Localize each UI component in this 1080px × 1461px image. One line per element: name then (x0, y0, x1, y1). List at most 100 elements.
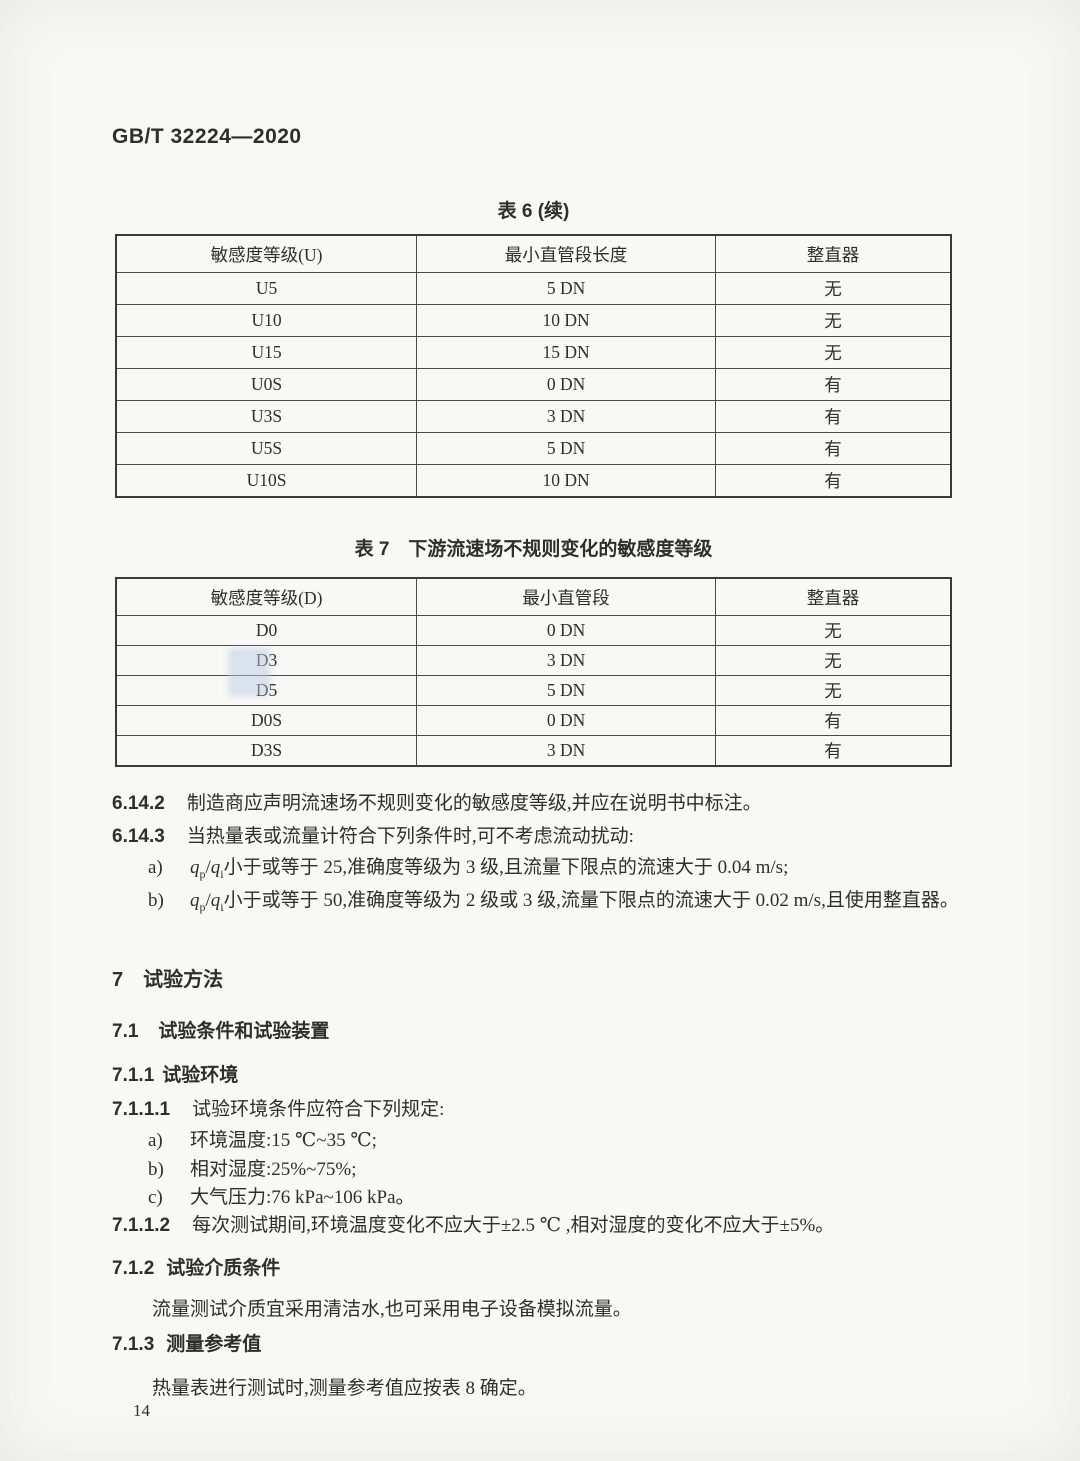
table-row: U15 15 DN 无 (115, 336, 952, 369)
heading-number: 7.1 (112, 1021, 139, 1042)
table-cell: U10 (115, 304, 418, 337)
table-cell: 3 DN (416, 735, 717, 767)
table-cell: 10 DN (416, 304, 717, 337)
table-row: U5S 5 DN 有 (115, 432, 952, 465)
table-cell: D0S (115, 705, 418, 736)
table-cell: 0 DN (416, 615, 717, 646)
heading-number: 7.1.1 (112, 1065, 155, 1086)
list-item-7-1-1-1-c: c) 大气压力:76 kPa~106 kPa。 (148, 1183, 960, 1213)
table7-col-straight-length: 最小直管段 (416, 577, 717, 616)
table-cell: 5 DN (416, 272, 717, 305)
heading-number: 7 (112, 969, 124, 991)
heading-title: 试验条件和试验装置 (158, 1021, 330, 1042)
heading-number: 7.1.3 (112, 1334, 155, 1355)
table-cell: 无 (715, 675, 952, 706)
table-cell: 3 DN (416, 400, 717, 433)
table-cell: 无 (715, 615, 952, 646)
table7-col-sensitivity: 敏感度等级(D) (115, 577, 418, 616)
table-row: D3S 3 DN 有 (115, 735, 952, 767)
table-cell: D3S (115, 735, 418, 767)
table-cell: 15 DN (416, 336, 717, 369)
list-item-text: 环境温度:15 ℃~35 ℃; (190, 1130, 377, 1151)
list-item-label: a) (148, 1130, 163, 1151)
clause-number: 7.1.1.1 (112, 1099, 171, 1120)
table6-col-sensitivity: 敏感度等级(U) (115, 234, 418, 273)
heading-7-1-2: 7.1.2 试验介质条件 (112, 1253, 280, 1280)
table-cell: U3S (115, 400, 418, 433)
table-cell: U5 (115, 272, 418, 305)
clause-text: 试验环境条件应符合下列规定: (192, 1099, 445, 1120)
heading-title: 试验介质条件 (166, 1258, 281, 1279)
table-cell: 有 (715, 705, 952, 736)
paragraph-7-1-2: 流量测试介质宜采用清洁水,也可采用电子设备模拟流量。 (152, 1299, 632, 1320)
clause-text: 每次测试期间,环境温度变化不应大于±2.5 ℃ ,相对湿度的变化不应大于±5%。 (192, 1215, 835, 1236)
table-cell: 有 (715, 368, 952, 401)
scan-smudge-artifact (228, 648, 270, 696)
table7-title: 表 7 下游流速场不规则变化的敏感度等级 (354, 539, 713, 560)
table-cell: 10 DN (416, 464, 717, 498)
table-cell: 5 DN (416, 432, 717, 465)
list-item-label: c) (148, 1187, 163, 1208)
list-item-7-1-1-1-a: a) 环境温度:15 ℃~35 ℃; (148, 1126, 960, 1156)
list-item-label: b) (148, 1159, 164, 1180)
list-item-text: 大气压力:76 kPa~106 kPa。 (190, 1187, 415, 1208)
heading-title: 试验方法 (143, 969, 224, 991)
list-item-6-14-3-a: a) qp/qi小于或等于 25,准确度等级为 3 级,且流量下限点的流速大于 … (148, 853, 960, 889)
table-cell: 有 (715, 464, 952, 498)
table-row: U0S 0 DN 有 (115, 368, 952, 401)
clause-7-1-1-2: 7.1.1.2 每次测试期间,环境温度变化不应大于±2.5 ℃ ,相对湿度的变化不… (112, 1211, 960, 1241)
table-cell: D0 (115, 615, 418, 646)
heading-title: 试验环境 (162, 1065, 239, 1086)
table7-container: 敏感度等级(D) 最小直管段 整直器 D00 DN无D33 DN无D55 DN无… (115, 577, 952, 767)
heading-7-1-3: 7.1.3 测量参考值 (112, 1329, 261, 1356)
clause-6-14-3: 6.14.3 当热量表或流量计符合下列条件时,可不考虑流动扰动: (112, 822, 960, 852)
page-number: 14 (133, 1401, 150, 1420)
paragraph-7-1-3: 热量表进行测试时,测量参考值应按表 8 确定。 (152, 1378, 537, 1399)
table-row: U3S 3 DN 有 (115, 400, 952, 433)
table-cell: 0 DN (416, 705, 717, 736)
clause-number: 7.1.1.2 (112, 1215, 171, 1236)
heading-title: 测量参考值 (166, 1334, 262, 1355)
table6-container: 敏感度等级(U) 最小直管段长度 整直器 U5 5 DN 无 U10 10 DN 无 U15… (115, 234, 952, 498)
table-row: U5 5 DN 无 (115, 272, 952, 305)
heading-7-1: 7.1 试验条件和试验装置 (112, 1016, 329, 1043)
table6-header-row: 敏感度等级(U) 最小直管段长度 整直器 (115, 234, 952, 273)
table-row: U10S 10 DN 有 (115, 464, 952, 498)
table-cell: 无 (715, 645, 952, 676)
heading-7: 7 试验方法 (112, 963, 223, 992)
table-cell: U5S (115, 432, 418, 465)
list-item-6-14-3-b: b) qp/qi小于或等于 50,准确度等级为 2 级或 3 级,流量下限点的流… (148, 886, 960, 922)
list-item-label: a) (148, 857, 163, 878)
table-cell: U0S (115, 368, 418, 401)
table-cell: U10S (115, 464, 418, 498)
clause-text: 制造商应声明流速场不规则变化的敏感度等级,并应在说明书中标注。 (186, 793, 762, 814)
table7: 敏感度等级(D) 最小直管段 整直器 D00 DN无D33 DN无D55 DN无… (115, 577, 952, 767)
table-row: D0 0 DN 无 (115, 615, 952, 646)
clause-6-14-2: 6.14.2 制造商应声明流速场不规则变化的敏感度等级,并应在说明书中标注。 (112, 789, 960, 819)
table-cell: 有 (715, 735, 952, 767)
table-cell: 有 (715, 400, 952, 433)
table6-col-straightener: 整直器 (715, 234, 952, 273)
clause-text: 当热量表或流量计符合下列条件时,可不考虑流动扰动: (186, 826, 634, 847)
table-cell: U15 (115, 336, 418, 369)
table-row: D0S 0 DN 有 (115, 705, 952, 736)
clause-number: 6.14.2 (112, 793, 165, 814)
table6: 敏感度等级(U) 最小直管段长度 整直器 U5 5 DN 无 U10 10 DN 无 U15… (115, 234, 952, 498)
list-item-text: qp/qi小于或等于 25,准确度等级为 3 级,且流量下限点的流速大于 0.0… (190, 857, 789, 881)
table7-header-row: 敏感度等级(D) 最小直管段 整直器 (115, 577, 952, 616)
table6-title: 表 6 (续) (497, 201, 570, 222)
table-cell: 无 (715, 336, 952, 369)
table-cell: 无 (715, 304, 952, 337)
table6-col-straight-length: 最小直管段长度 (416, 234, 717, 273)
list-item-label: b) (148, 890, 164, 911)
list-item-text: 相对湿度:25%~75%; (190, 1159, 357, 1180)
standard-number: GB/T 32224—2020 (112, 125, 302, 148)
table-row: D33 DN无 (115, 645, 952, 676)
table-cell: 0 DN (416, 368, 717, 401)
table-cell: 5 DN (416, 675, 717, 706)
table-cell: 无 (715, 272, 952, 305)
table-cell: 3 DN (416, 645, 717, 676)
heading-7-1-1: 7.1.1 试验环境 (112, 1060, 238, 1087)
formula-qp-over-qi: qp/qi (190, 857, 224, 881)
